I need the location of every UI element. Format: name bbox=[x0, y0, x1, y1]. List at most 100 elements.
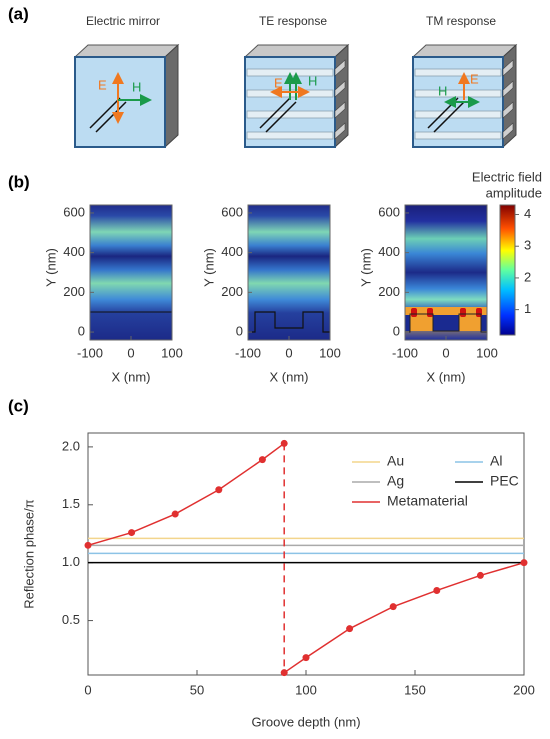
x-axis-label: Groove depth (nm) bbox=[251, 714, 360, 729]
y-tick-label: 600 bbox=[221, 204, 243, 219]
x-tick-label: 150 bbox=[404, 682, 426, 697]
y-tick-label: 400 bbox=[378, 244, 400, 259]
panel-c: 0 50 100 150 200 0.5 1.0 1.5 2.0 Groove depth (nm… bbox=[21, 433, 534, 729]
data-point bbox=[259, 456, 266, 463]
groove bbox=[481, 315, 487, 331]
y-axis-label: Y (nm) bbox=[43, 248, 58, 287]
cube-top bbox=[75, 45, 178, 57]
figure: (a) (b) (c) Electric mirror E H TE response… bbox=[0, 0, 550, 739]
colorbar-tick-label: 3 bbox=[524, 238, 531, 253]
slat bbox=[415, 132, 501, 139]
e-label: E bbox=[470, 71, 479, 86]
x-tick-label: 100 bbox=[161, 345, 183, 360]
slat bbox=[415, 111, 501, 118]
series-line bbox=[88, 443, 284, 545]
colorbar-tick-label: 2 bbox=[524, 269, 531, 284]
cube-front bbox=[75, 57, 165, 147]
cube-top bbox=[413, 45, 516, 57]
x-axis-label: X (nm) bbox=[270, 369, 309, 384]
colorbar-title: Electric field bbox=[472, 169, 542, 184]
slat bbox=[247, 111, 333, 118]
data-point bbox=[433, 587, 440, 594]
x-tick-label: -100 bbox=[77, 345, 103, 360]
x-axis-label: X (nm) bbox=[427, 369, 466, 384]
y-tick-label: 0 bbox=[78, 323, 85, 338]
colorbar-tick-label: 1 bbox=[524, 301, 531, 316]
y-tick-label: 2.0 bbox=[62, 438, 80, 453]
h-label: H bbox=[308, 73, 317, 88]
hot-spot bbox=[427, 308, 433, 317]
x-tick-label: 0 bbox=[285, 345, 292, 360]
e-label: E bbox=[98, 77, 107, 92]
x-tick-label: 100 bbox=[295, 682, 317, 697]
y-tick-label: 400 bbox=[63, 244, 85, 259]
y-tick-label: 1.0 bbox=[62, 554, 80, 569]
slat bbox=[415, 90, 501, 97]
slat bbox=[247, 132, 333, 139]
panel-label: (c) bbox=[8, 396, 29, 415]
data-point bbox=[521, 559, 528, 566]
h-label: H bbox=[438, 83, 447, 98]
data-point bbox=[477, 572, 484, 579]
y-tick-label: 0 bbox=[393, 323, 400, 338]
series-line bbox=[284, 563, 524, 673]
y-tick-label: 0.5 bbox=[62, 612, 80, 627]
x-tick-label: -100 bbox=[392, 345, 418, 360]
legend-label: Au bbox=[387, 453, 404, 469]
page: (a) (b) (c) Electric mirror E H TE response… bbox=[0, 0, 550, 739]
data-point bbox=[172, 511, 179, 518]
cube-top bbox=[245, 45, 348, 57]
cube-side bbox=[165, 45, 178, 147]
panel-a: Electric mirror E H TE response E H TM respons… bbox=[75, 14, 516, 147]
hot-spot bbox=[411, 308, 417, 317]
colorbar-tick-label: 4 bbox=[524, 206, 531, 221]
x-tick-label: -100 bbox=[235, 345, 261, 360]
diagram-title: TE response bbox=[259, 14, 327, 28]
colorbar-title: amplitude bbox=[486, 185, 542, 200]
y-tick-label: 1.5 bbox=[62, 496, 80, 511]
data-point bbox=[85, 542, 92, 549]
legend-label: Metamaterial bbox=[387, 493, 468, 509]
data-point bbox=[215, 486, 222, 493]
x-tick-label: 50 bbox=[190, 682, 204, 697]
data-point bbox=[281, 669, 288, 676]
field-map bbox=[248, 205, 330, 340]
colorbar bbox=[500, 205, 515, 335]
diagram-title: Electric mirror bbox=[86, 14, 160, 28]
x-tick-label: 200 bbox=[513, 682, 535, 697]
groove bbox=[433, 315, 459, 331]
y-tick-label: 600 bbox=[63, 204, 85, 219]
y-tick-label: 200 bbox=[378, 284, 400, 299]
y-tick-label: 400 bbox=[221, 244, 243, 259]
x-tick-label: 0 bbox=[442, 345, 449, 360]
y-axis-label: Y (nm) bbox=[358, 248, 373, 287]
panel-label: (b) bbox=[8, 172, 30, 191]
x-tick-label: 0 bbox=[84, 682, 91, 697]
hot-spot bbox=[460, 308, 466, 317]
legend-label: Ag bbox=[387, 473, 404, 489]
legend-label: Al bbox=[490, 453, 502, 469]
e-label: E bbox=[274, 75, 283, 90]
legend-label: PEC bbox=[490, 473, 519, 489]
y-tick-label: 600 bbox=[378, 204, 400, 219]
field-map bbox=[90, 205, 172, 340]
data-point bbox=[390, 603, 397, 610]
diagram-title: TM response bbox=[426, 14, 496, 28]
y-tick-label: 0 bbox=[236, 323, 243, 338]
y-tick-label: 200 bbox=[221, 284, 243, 299]
data-point bbox=[128, 529, 135, 536]
x-tick-label: 0 bbox=[127, 345, 134, 360]
data-point bbox=[346, 625, 353, 632]
groove bbox=[405, 315, 410, 331]
y-axis-label: Reflection phase/π bbox=[21, 499, 36, 608]
slat bbox=[415, 69, 501, 76]
h-label: H bbox=[132, 79, 141, 94]
panel-label: (a) bbox=[8, 4, 29, 23]
y-tick-label: 200 bbox=[63, 284, 85, 299]
x-axis-label: X (nm) bbox=[112, 369, 151, 384]
y-axis-label: Y (nm) bbox=[201, 248, 216, 287]
data-point bbox=[281, 440, 288, 447]
x-tick-label: 100 bbox=[319, 345, 341, 360]
x-tick-label: 100 bbox=[476, 345, 498, 360]
